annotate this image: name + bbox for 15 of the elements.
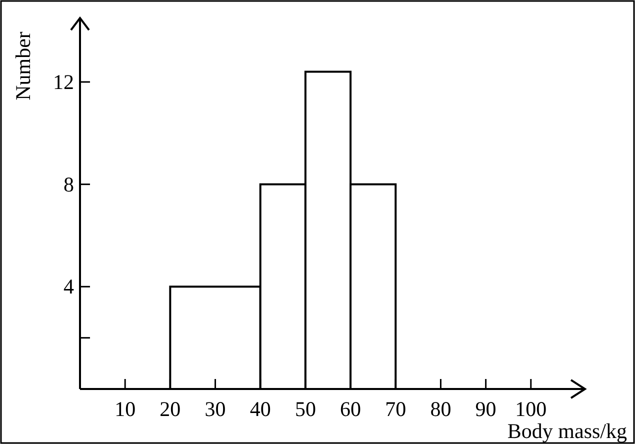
y-tick-label: 8 bbox=[64, 172, 74, 196]
x-tick-label: 80 bbox=[430, 397, 452, 421]
x-tick-label: 60 bbox=[340, 397, 362, 421]
y-tick-label: 4 bbox=[64, 274, 74, 299]
x-tick-label: 50 bbox=[294, 397, 316, 421]
x-tick-label: 10 bbox=[114, 397, 136, 421]
x-tick-label: 30 bbox=[204, 397, 226, 421]
y-tick-label: 12 bbox=[53, 70, 74, 94]
x-tick-label: 100 bbox=[515, 397, 547, 421]
x-tick-label: 70 bbox=[385, 397, 406, 421]
y-axis-title: Number bbox=[11, 32, 35, 100]
x-axis-title: Body mass/kg bbox=[507, 419, 628, 443]
x-tick-label: 90 bbox=[475, 397, 496, 421]
x-tick-label: 20 bbox=[160, 397, 181, 421]
x-tick-label: 40 bbox=[250, 397, 271, 421]
